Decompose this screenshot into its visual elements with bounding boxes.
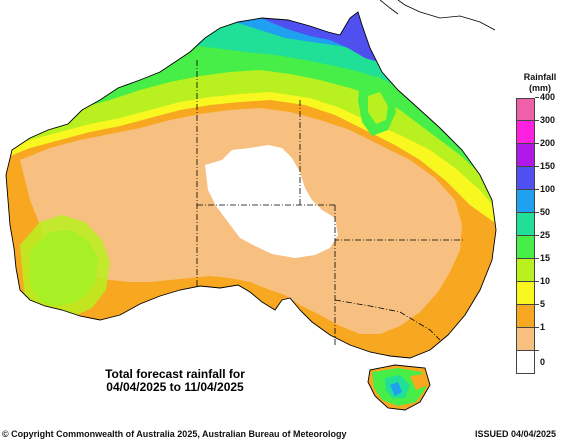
- legend-swatch: [516, 236, 535, 259]
- legend-swatch: [516, 190, 535, 213]
- legend-row: 25: [516, 230, 568, 259]
- legend-tick: [535, 212, 539, 213]
- map-caption: Total forecast rainfall for 04/04/2025 t…: [80, 368, 270, 394]
- legend-value: 1: [540, 322, 546, 332]
- legend-swatch: [516, 98, 535, 121]
- legend-value: 5: [540, 299, 546, 309]
- legend-swatch: [516, 328, 535, 351]
- legend-value: 10: [540, 276, 551, 286]
- legend-tick: [535, 235, 539, 236]
- legend-swatch: [516, 305, 535, 328]
- png-coastline: [379, 0, 496, 31]
- legend-swatch: [516, 121, 535, 144]
- legend-value: 400: [540, 92, 556, 102]
- legend-tick: [535, 350, 539, 351]
- legend-tick: [535, 97, 539, 98]
- legend-value: 150: [540, 161, 556, 171]
- legend-row: 50: [516, 207, 568, 236]
- legend-row: 100: [516, 184, 568, 213]
- tasmania-coastline: [367, 364, 431, 411]
- legend-value: 50: [540, 207, 551, 217]
- legend-row: 200: [516, 138, 568, 167]
- legend-title-line2: (mm): [529, 83, 551, 93]
- legend-swatch: [516, 213, 535, 236]
- state-borders: [196, 60, 465, 345]
- legend-value: 0: [540, 357, 546, 367]
- legend-tick: [535, 143, 539, 144]
- caption-line2: 04/04/2025 to 11/04/2025: [106, 380, 244, 394]
- issued-date: ISSUED 04/04/2025: [474, 429, 556, 439]
- legend-title-line1: Rainfall: [523, 72, 557, 82]
- mainland-coastline: [5, 11, 497, 359]
- legend-row: 10: [516, 276, 568, 305]
- legend-row: 5: [516, 299, 568, 328]
- legend-swatch: [516, 259, 535, 282]
- region-tas-blue: [390, 382, 402, 396]
- legend-tick: [535, 258, 539, 259]
- region-sw-lime: [20, 215, 110, 318]
- legend-row: 150: [516, 161, 568, 190]
- legend-tick: [535, 327, 539, 328]
- legend-value: 300: [540, 115, 556, 125]
- legend-row: [516, 350, 568, 374]
- legend-value: 200: [540, 138, 556, 148]
- legend-tick: [535, 120, 539, 121]
- caption-line1: Total forecast rainfall for: [105, 367, 245, 381]
- legend-value: 100: [540, 184, 556, 194]
- legend-value: 25: [540, 230, 551, 240]
- legend-row: 15: [516, 253, 568, 282]
- legend-tick: [535, 189, 539, 190]
- region-no-rain: [205, 145, 338, 258]
- legend-tick: [535, 281, 539, 282]
- legend-tick: [535, 304, 539, 305]
- legend-swatch: [516, 351, 535, 374]
- legend-row: 300: [516, 115, 568, 144]
- legend-tick: [535, 166, 539, 167]
- legend-swatch: [516, 144, 535, 167]
- region-tas-orange: [410, 374, 426, 390]
- rainfall-map: [5, 0, 497, 411]
- copyright-text: © Copyright Commonwealth of Australia 20…: [2, 429, 347, 439]
- legend-swatch: [516, 167, 535, 190]
- legend-title: Rainfall (mm): [512, 72, 568, 94]
- legend-swatch: [516, 282, 535, 305]
- region-qld-yellow: [368, 92, 388, 124]
- legend-row: 400: [516, 92, 568, 121]
- legend-value: 15: [540, 253, 551, 263]
- legend-row: 1: [516, 322, 568, 351]
- nsw-vic-border: [334, 299, 441, 341]
